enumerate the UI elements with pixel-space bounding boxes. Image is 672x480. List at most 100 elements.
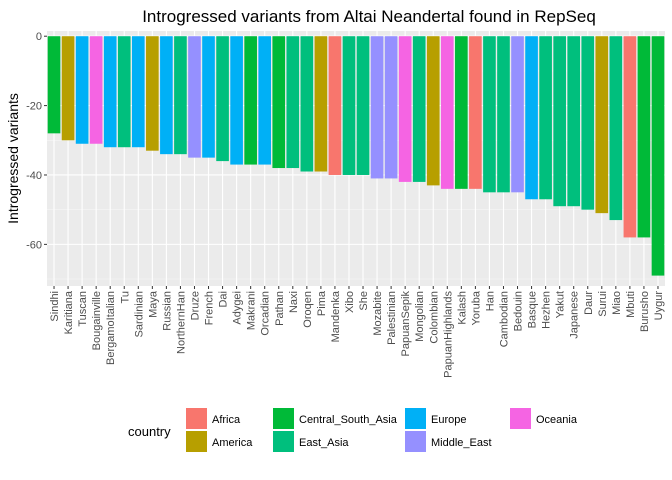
legend-label: America [212, 437, 253, 449]
legend: country Africa America Central_South_Asia E… [128, 408, 578, 452]
legend-label: Oceania [536, 414, 578, 426]
x-tick-label: Tu [119, 291, 131, 303]
x-tick-label: Makrani [246, 291, 258, 330]
x-tick-label: Mandenka [330, 290, 342, 342]
x-tick-label: French [204, 291, 216, 325]
bar [581, 36, 595, 210]
x-tick-label: Pima [316, 290, 328, 316]
x-axis: Sindhi Karitiana Tuscan Bougainville Bergamo… [49, 286, 665, 378]
chart-title: Introgressed variants from Altai Neander… [142, 7, 596, 26]
x-tick-label: Orcadian [260, 291, 272, 336]
legend-label: Central_South_Asia [299, 414, 398, 426]
y-axis: 0 -20 -40 -60 [26, 31, 47, 251]
x-tick-label: Mozabite [372, 291, 384, 336]
bar [567, 36, 581, 207]
x-tick-label: Japanese [569, 291, 581, 339]
bar [300, 36, 314, 172]
bar [440, 36, 454, 189]
x-tick-label: Russian [161, 291, 173, 331]
legend-label: East_Asia [299, 437, 349, 449]
x-tick-label: Hezhen [541, 291, 553, 329]
bar [637, 36, 651, 238]
bar [216, 36, 229, 162]
x-tick-label: Sardinian [133, 291, 145, 337]
legend-title: country [128, 424, 171, 439]
x-tick-label: Karitiana [63, 290, 75, 334]
bar [131, 36, 145, 148]
legend-label: Europe [431, 414, 466, 426]
x-tick-label: Miao [611, 291, 623, 315]
bar [412, 36, 426, 182]
x-tick-label: Kalash [456, 291, 468, 325]
x-tick-label: Yoruba [470, 290, 482, 325]
legend-swatch [405, 431, 426, 452]
bar [469, 36, 482, 189]
bar [356, 36, 370, 175]
bar [511, 36, 524, 193]
x-tick-label: Burusho [639, 291, 651, 332]
x-tick-label: Adygei [232, 291, 244, 325]
legend-swatch [273, 431, 294, 452]
bar [328, 36, 342, 175]
bar [75, 36, 89, 144]
y-tick-label: -60 [26, 239, 42, 251]
x-tick-label: Dai [218, 291, 230, 308]
x-tick-label: She [358, 291, 370, 311]
bar [188, 36, 201, 158]
bar [103, 36, 117, 148]
x-tick-label: Sindhi [49, 291, 61, 322]
x-tick-label: Palestinian [386, 291, 398, 345]
bar [174, 36, 187, 155]
bar [146, 36, 159, 151]
x-tick-label: Oroqen [302, 291, 314, 328]
bar [272, 36, 286, 169]
bar [525, 36, 538, 200]
bar [609, 36, 623, 221]
x-tick-label: Yakut [555, 291, 567, 318]
x-tick-label: Druze [189, 291, 201, 320]
x-tick-label: Bedouin [513, 291, 525, 331]
x-tick-label: NorthernHan [175, 291, 187, 354]
bar [539, 36, 552, 200]
bar [160, 36, 173, 155]
bar [47, 36, 61, 134]
x-tick-label: Mbuti [625, 291, 637, 318]
y-tick-label: -20 [26, 101, 42, 113]
bar [230, 36, 243, 165]
x-tick-label: PapuanHighlands [442, 291, 454, 378]
y-axis-label: Introgressed variants [5, 93, 21, 224]
x-tick-label: Naxi [288, 291, 300, 313]
bar [342, 36, 356, 175]
bars [47, 36, 665, 276]
bar [258, 36, 272, 165]
legend-swatch [405, 408, 426, 429]
bar [398, 36, 412, 182]
x-tick-label: Maya [147, 290, 159, 318]
bar [89, 36, 103, 144]
legend-swatch [186, 408, 207, 429]
bar [61, 36, 75, 141]
bar [370, 36, 384, 179]
y-tick-label: 0 [36, 31, 42, 43]
x-tick-label: Surui [597, 291, 609, 317]
legend-label: Middle_East [431, 437, 492, 449]
bar [202, 36, 215, 158]
x-tick-label: Uygur [653, 291, 665, 321]
y-tick-label: -40 [26, 170, 42, 182]
x-tick-label: Xibo [344, 291, 356, 313]
x-tick-label: Mongolian [414, 291, 426, 342]
bar [595, 36, 609, 214]
bar [384, 36, 398, 179]
bar [426, 36, 440, 186]
bar [117, 36, 131, 148]
x-tick-label: Han [484, 291, 496, 311]
x-tick-label: Basque [527, 291, 539, 328]
legend-swatch [510, 408, 531, 429]
x-tick-label: Bougainville [91, 291, 103, 350]
x-tick-label: Tuscan [77, 291, 89, 327]
bar [651, 36, 665, 276]
bar [314, 36, 328, 172]
x-tick-label: Pathan [274, 291, 286, 326]
bar [497, 36, 510, 193]
